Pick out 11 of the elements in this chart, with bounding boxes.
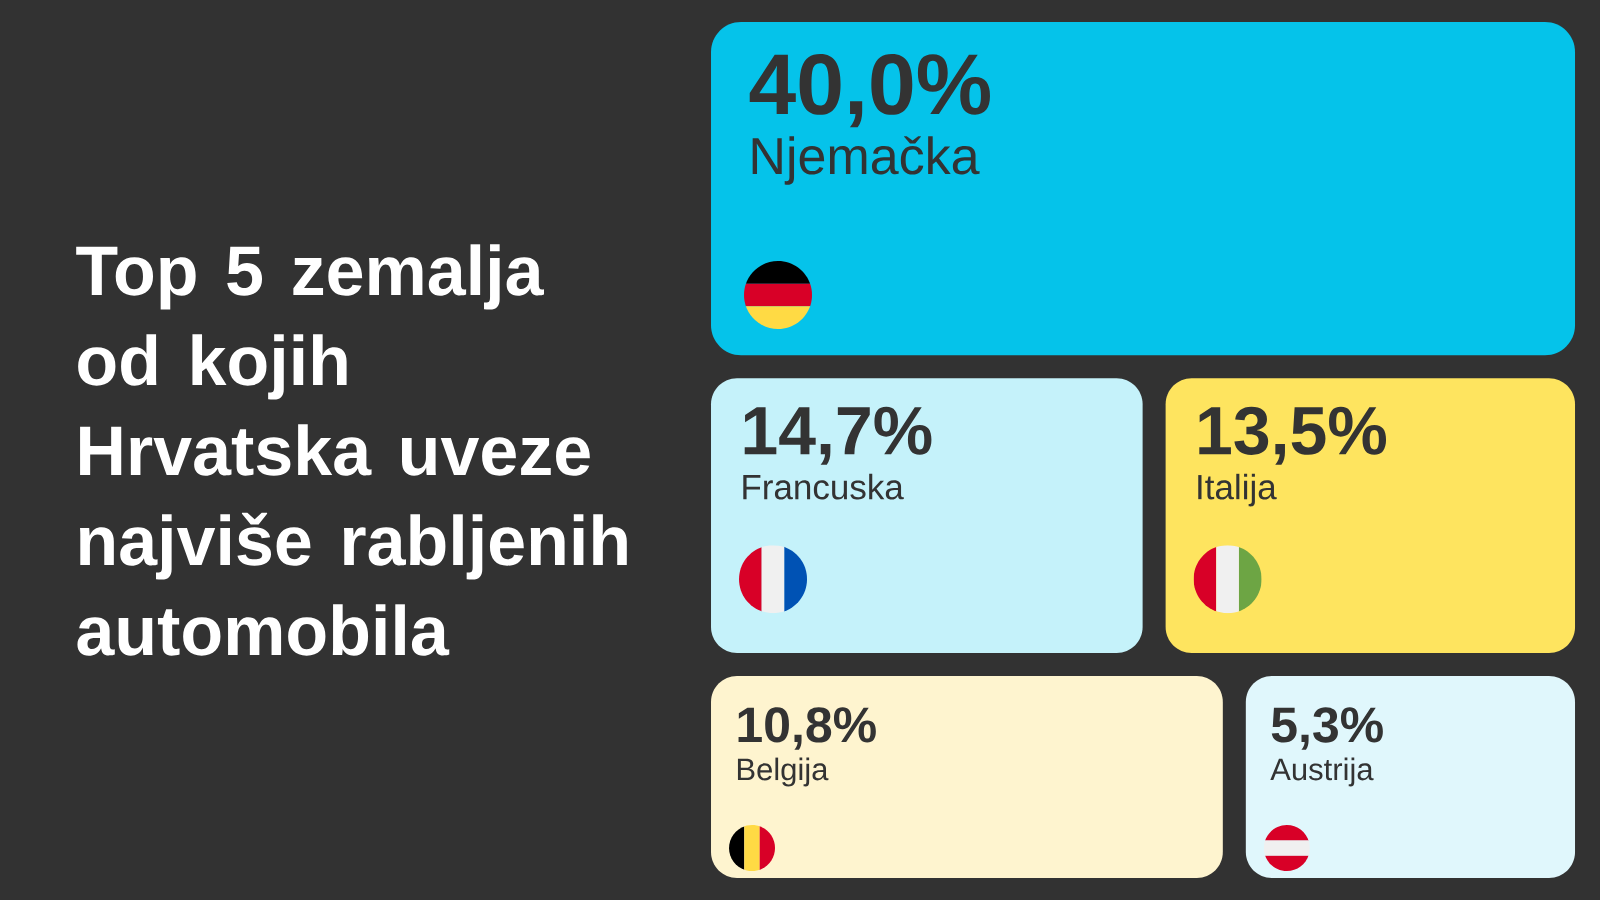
category-label: Belgija	[737, 757, 829, 787]
data-label: 40,0%	[749, 53, 990, 128]
category-label: Italija	[1198, 473, 1277, 507]
data-label: 13,5%	[1199, 406, 1387, 465]
data-label: 5,3%	[1271, 707, 1383, 750]
category-label: Njemačka	[752, 136, 980, 185]
data-label: 14,7%	[744, 406, 932, 465]
category-label: Francuska	[743, 473, 904, 500]
text: Top 5 zemalja od kojih Hrvatska uveze najviše rabljenih automobila	[76, 244, 627, 656]
data-label: 10,8%	[738, 707, 876, 750]
category-label: Austrija	[1270, 757, 1374, 787]
